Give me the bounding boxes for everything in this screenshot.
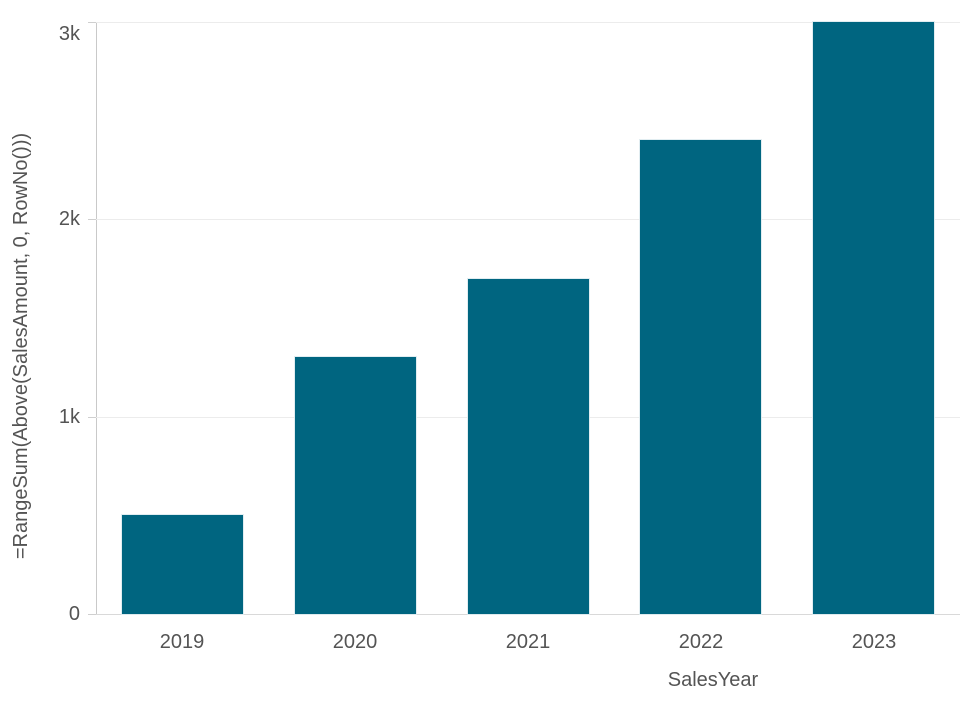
bar-2022[interactable] — [640, 140, 761, 614]
y-tick-label: 3k — [58, 23, 80, 45]
x-axis-baseline — [96, 614, 960, 615]
x-tick-label: 2023 — [851, 631, 897, 653]
y-axis-line — [96, 22, 97, 615]
bar-2023[interactable] — [813, 22, 934, 614]
x-axis-title: SalesYear — [667, 669, 759, 691]
y-tick-mark — [88, 22, 96, 23]
bar-2020[interactable] — [295, 357, 416, 614]
y-tick-mark — [88, 219, 96, 220]
x-tick-label: 2019 — [159, 631, 205, 653]
y-axis-title: =RangeSum(Above(SalesAmount, 0, RowNo())… — [10, 132, 32, 560]
x-tick-label: 2020 — [332, 631, 378, 653]
y-tick-label: 2k — [58, 208, 80, 230]
bar-2019[interactable] — [122, 515, 243, 614]
x-tick-label: 2021 — [505, 631, 551, 653]
x-tick-label: 2022 — [678, 631, 724, 653]
y-tick-label: 1k — [58, 406, 80, 428]
gridline — [96, 22, 960, 23]
plot-area — [96, 22, 960, 615]
y-tick-label: 0 — [68, 603, 80, 625]
bar-2021[interactable] — [468, 279, 589, 614]
y-tick-mark — [88, 417, 96, 418]
gridline — [96, 219, 960, 220]
y-tick-mark — [88, 614, 96, 615]
